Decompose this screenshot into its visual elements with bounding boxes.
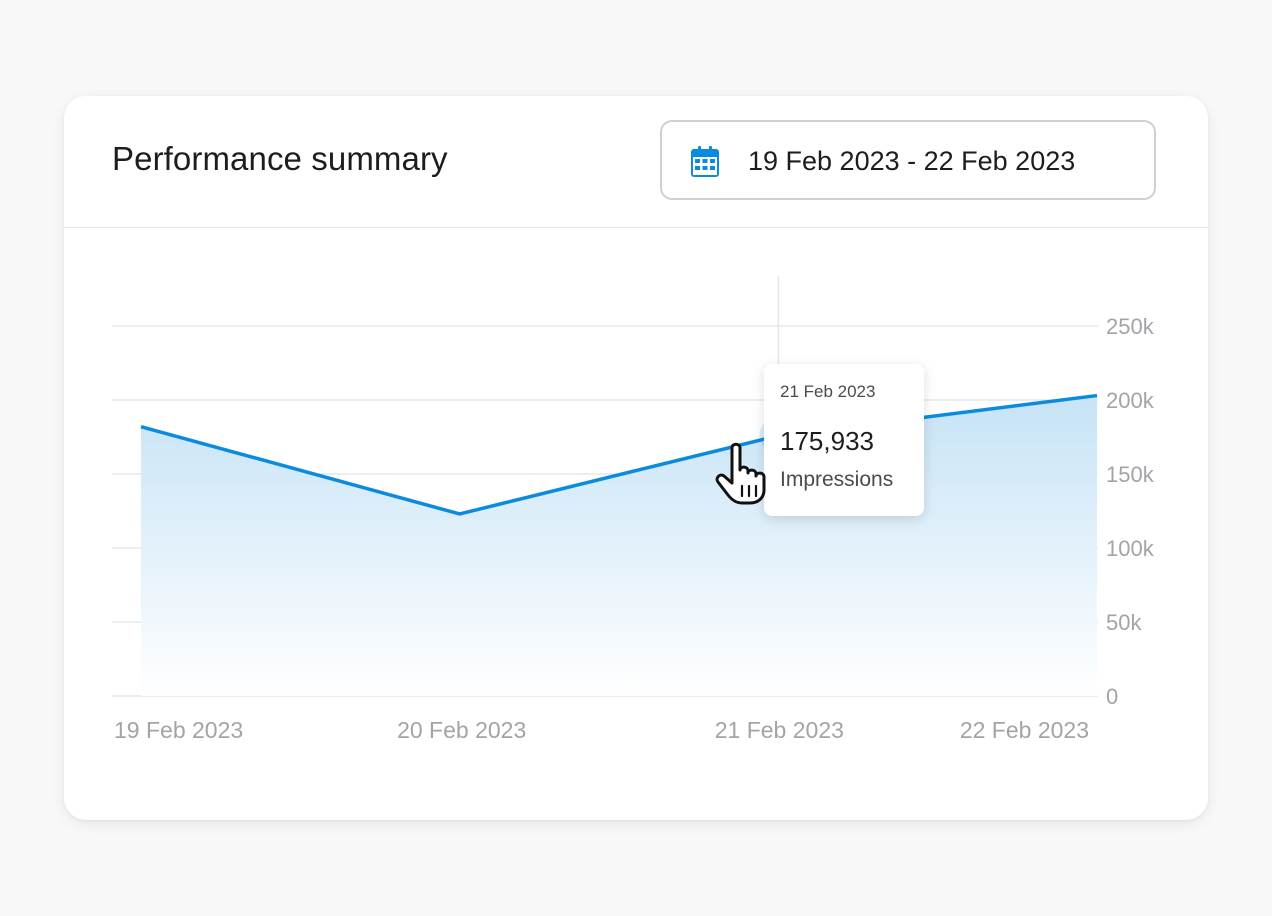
- performance-summary-card: Performance summary 19 Feb 2023 - 22 Feb…: [64, 96, 1208, 820]
- page-title: Performance summary: [112, 140, 448, 177]
- y-tick-label: 100k: [1106, 536, 1155, 561]
- tooltip-value: 175,933: [780, 426, 874, 456]
- y-tick-label: 200k: [1106, 388, 1155, 413]
- impressions-chart: 0 50k 100k 150k 200k 250k 19 Feb 2023 20 Feb 2…: [112, 276, 1155, 743]
- calendar-icon: [691, 146, 719, 177]
- series-line: [140, 393, 1098, 516]
- card-header: Performance summary 19 Feb 2023 - 22 Feb…: [64, 96, 1208, 228]
- y-tick-label: 250k: [1106, 314, 1155, 339]
- chart-tooltip: 21 Feb 2023 175,933 Impressions: [764, 364, 924, 516]
- series-area: [141, 395, 1097, 696]
- x-tick-label: 20 Feb 2023: [397, 717, 526, 743]
- date-range-text: 19 Feb 2023 - 22 Feb 2023: [748, 146, 1076, 176]
- tooltip-date: 21 Feb 2023: [780, 382, 876, 401]
- tooltip-label: Impressions: [780, 468, 894, 491]
- date-range-picker[interactable]: 19 Feb 2023 - 22 Feb 2023: [660, 120, 1156, 200]
- y-tick-label: 0: [1106, 684, 1118, 709]
- x-tick-label: 22 Feb 2023: [960, 717, 1089, 743]
- y-tick-label: 150k: [1106, 462, 1155, 487]
- x-tick-label: 21 Feb 2023: [715, 717, 844, 743]
- hand-pointer-icon: [715, 442, 766, 505]
- y-tick-label: 50k: [1106, 610, 1142, 635]
- x-tick-label: 19 Feb 2023: [114, 717, 243, 743]
